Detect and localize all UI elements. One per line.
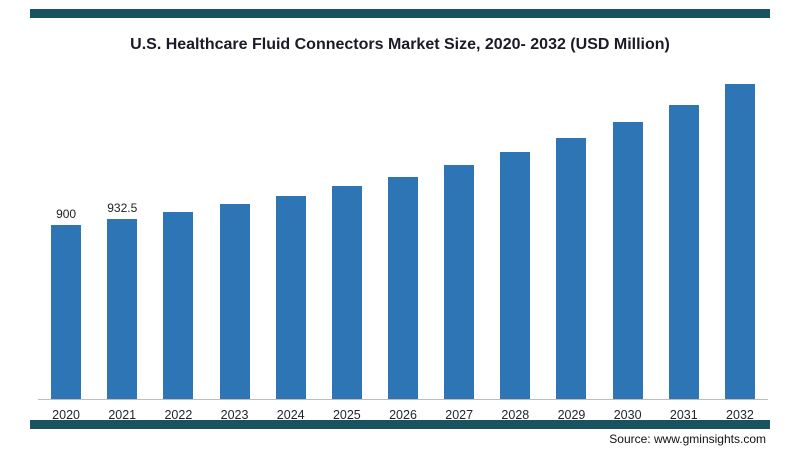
bar-column: [319, 186, 375, 400]
x-axis-label: 2020: [52, 408, 80, 422]
x-axis-line: [38, 399, 768, 400]
chart-title: U.S. Healthcare Fluid Connectors Market …: [130, 36, 670, 53]
x-axis-label: 2030: [613, 408, 642, 422]
bar-column: [543, 138, 599, 400]
bar: [331, 186, 362, 400]
bar-value-label: 932.5: [107, 201, 138, 215]
x-axis-label: 2025: [332, 408, 361, 422]
bar: [388, 177, 419, 400]
bar: [163, 212, 194, 400]
bar-column: [487, 152, 543, 400]
bars-row: 900 932.5: [38, 70, 768, 400]
bar: [500, 152, 531, 400]
x-axis-label: 2027: [445, 408, 474, 422]
bar-column: [600, 122, 656, 400]
bar: [444, 165, 475, 400]
bar-column: [712, 84, 768, 400]
bar-value-label: 900: [56, 207, 77, 221]
bar: [219, 204, 250, 400]
bar-column: [431, 165, 487, 400]
top-accent-strip: [30, 9, 770, 18]
x-axis-labels: 2020 2021 2022 2023 2024 2025 2026 2027 2028 2029…: [38, 408, 768, 422]
bar-column: [656, 105, 712, 400]
source-note: Source: www.gminsights.com: [609, 432, 766, 446]
x-axis-label: 2032: [726, 408, 754, 422]
bar: [556, 138, 587, 400]
x-axis-label: 2024: [276, 408, 305, 422]
bar: [612, 122, 643, 400]
bar: [275, 196, 306, 400]
bar: [107, 219, 138, 400]
plot-area: 900 932.5: [38, 70, 768, 400]
bar-column: [150, 212, 206, 400]
x-axis-label: 2029: [557, 408, 586, 422]
bar-column: 900: [38, 207, 94, 400]
x-axis-label: 2022: [164, 408, 193, 422]
bar: [51, 225, 82, 400]
bar-column: [375, 177, 431, 400]
x-axis-label: 2023: [220, 408, 249, 422]
bar-column: 932.5: [94, 201, 150, 400]
bar-column: [206, 204, 262, 400]
bar-column: [263, 196, 319, 400]
x-axis-label: 2026: [389, 408, 417, 422]
bottom-accent-strip: [30, 420, 770, 429]
x-axis-label: 2031: [669, 408, 698, 422]
x-axis-label: 2021: [108, 408, 137, 422]
bar: [668, 105, 699, 400]
bar: [724, 84, 755, 400]
x-axis-label: 2028: [501, 408, 530, 422]
